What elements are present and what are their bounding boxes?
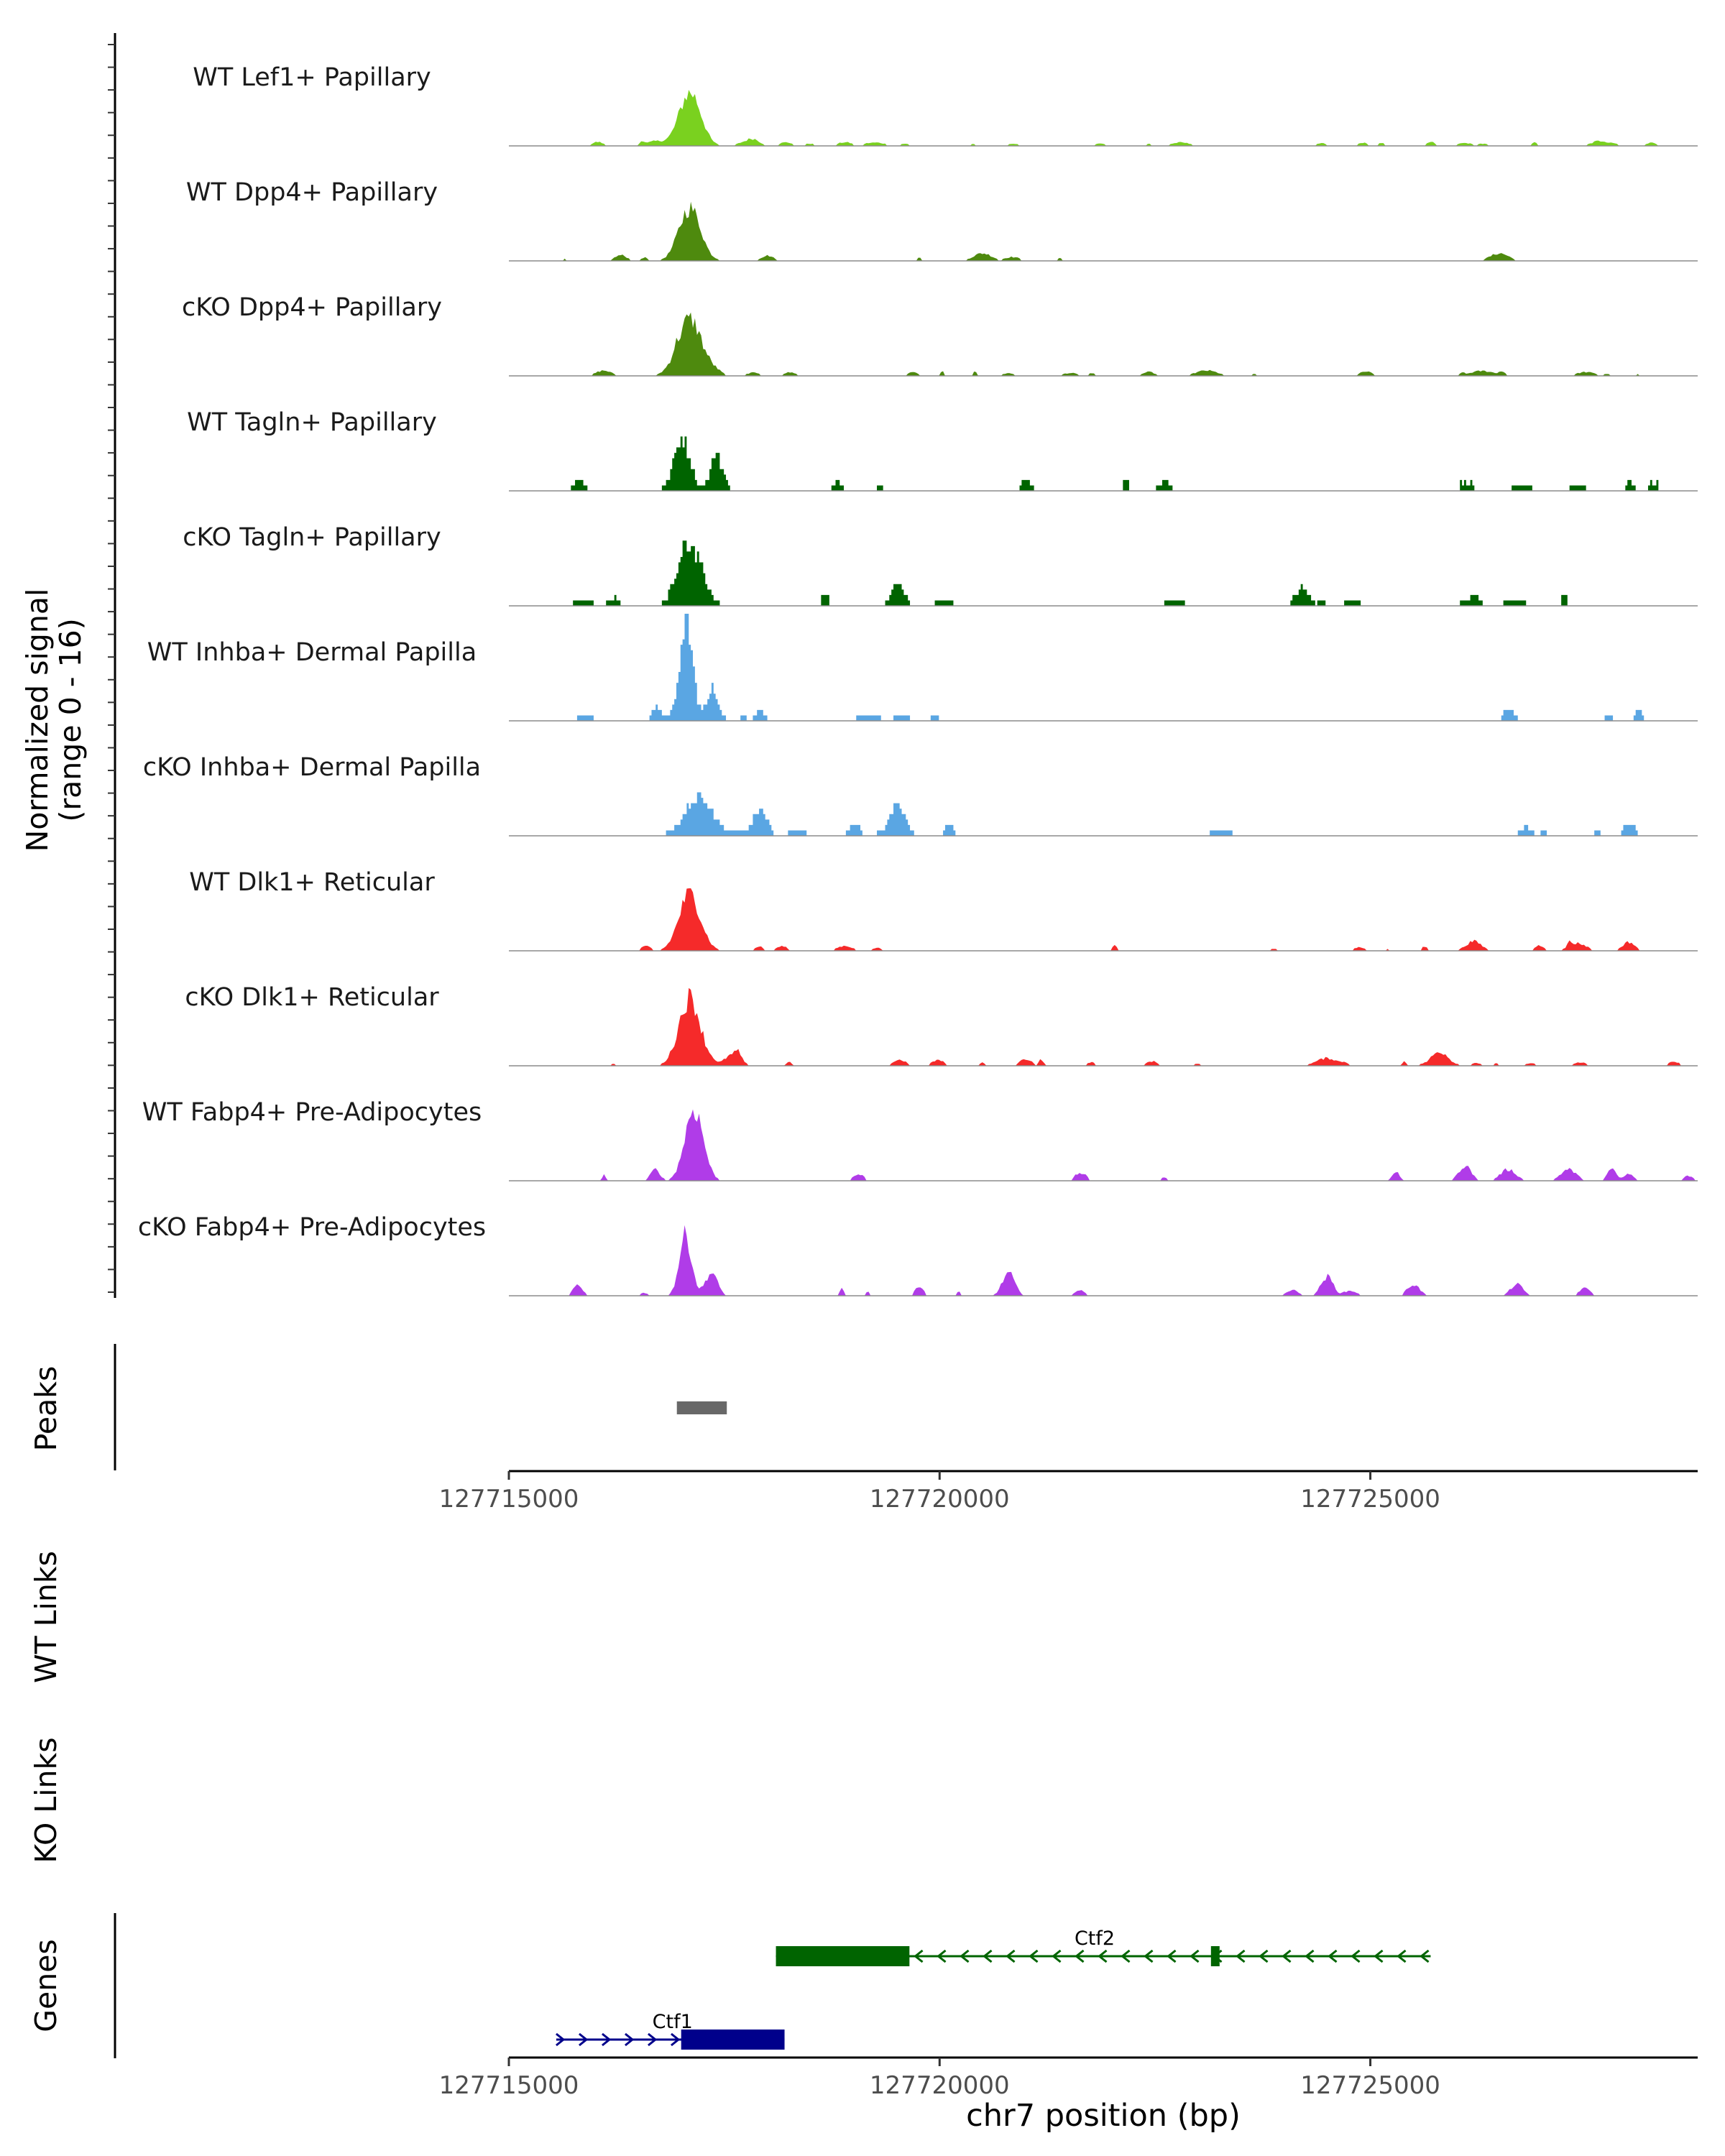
track-label: WT Fabp4+ Pre-Adipocytes bbox=[142, 1098, 482, 1127]
strand-chevron bbox=[983, 1949, 993, 1963]
gene-label: Ctf1 bbox=[653, 2011, 693, 2033]
coverage-area bbox=[509, 312, 1698, 376]
wt-links-label: WT Links bbox=[29, 1551, 63, 1683]
gene-label: Ctf2 bbox=[1075, 1927, 1115, 1950]
coverage-area bbox=[509, 436, 1698, 491]
track-label: WT Tagln+ Papillary bbox=[187, 408, 437, 437]
coverage-area bbox=[509, 792, 1698, 836]
strand-chevron bbox=[1190, 1949, 1200, 1963]
x-axis-bottom: 127715000 127720000 127725000 bbox=[439, 2056, 1698, 2100]
strand-chevron bbox=[1121, 1949, 1131, 1963]
ko-links-label: KO Links bbox=[29, 1737, 63, 1863]
coverage-ylabel: Normalized signal (range 0 - 16) bbox=[20, 589, 88, 852]
strand-chevron bbox=[1098, 1949, 1108, 1963]
strand-chevron bbox=[578, 2032, 589, 2047]
strand-chevron bbox=[647, 2032, 658, 2047]
track-label: cKO Fabp4+ Pre-Adipocytes bbox=[138, 1213, 486, 1242]
x-axis-top: 127715000 127720000 127725000 bbox=[439, 1470, 1698, 1514]
coverage-area bbox=[509, 1109, 1698, 1181]
track-label: cKO Inhba+ Dermal Papilla bbox=[143, 753, 481, 782]
track-label: cKO Dlk1+ Reticular bbox=[185, 983, 439, 1012]
track-label: WT Dpp4+ Papillary bbox=[186, 178, 438, 207]
strand-chevron bbox=[1029, 1949, 1039, 1963]
track-label: cKO Tagln+ Papillary bbox=[183, 523, 441, 552]
coverage-area bbox=[509, 540, 1698, 606]
strand-chevron bbox=[1167, 1949, 1177, 1963]
x-tick-label: 127725000 bbox=[1300, 2071, 1440, 2100]
strand-chevron bbox=[914, 1949, 924, 1963]
x-tick-label: 127715000 bbox=[439, 2071, 579, 2100]
x-axis-title: chr7 position (bp) bbox=[966, 2098, 1241, 2134]
coverage-area bbox=[509, 201, 1698, 261]
links-panels: WT Links KO Links bbox=[29, 1551, 63, 1864]
strand-chevron bbox=[670, 2032, 681, 2047]
strand-chevron bbox=[1420, 1949, 1430, 1963]
strand-chevron bbox=[601, 2032, 612, 2047]
track-label: cKO Dpp4+ Papillary bbox=[182, 293, 442, 322]
coverage-tracks: WT Lef1+ Papillary WT Dpp4+ Papillary cKO … bbox=[108, 33, 1698, 1298]
genes-panel: Genes Ctf2 Ctf1 bbox=[29, 1913, 1431, 2058]
x-tick-label: 127720000 bbox=[870, 2071, 1010, 2100]
x-tick-label: 127715000 bbox=[439, 1485, 579, 1514]
strand-chevron bbox=[1259, 1949, 1269, 1963]
track-label: WT Inhba+ Dermal Papilla bbox=[147, 638, 477, 667]
strand-chevron bbox=[1052, 1949, 1062, 1963]
x-tick-label: 127720000 bbox=[870, 1485, 1010, 1514]
strand-chevron bbox=[1328, 1949, 1338, 1963]
strand-chevron bbox=[624, 2032, 635, 2047]
gene-exon bbox=[681, 2030, 785, 2050]
track-label: WT Dlk1+ Reticular bbox=[189, 868, 435, 897]
peak-region bbox=[676, 1401, 727, 1414]
strand-chevron bbox=[1075, 1949, 1085, 1963]
ylabel-line2: (range 0 - 16) bbox=[53, 618, 88, 821]
strand-chevron bbox=[1006, 1949, 1016, 1963]
strand-chevron bbox=[960, 1949, 970, 1963]
strand-chevron bbox=[1397, 1949, 1407, 1963]
coverage-area bbox=[509, 614, 1698, 721]
coverage-area bbox=[509, 888, 1698, 951]
peaks-panel: Peaks bbox=[29, 1344, 727, 1470]
ylabel-line1: Normalized signal bbox=[20, 589, 55, 852]
track-label: WT Lef1+ Papillary bbox=[193, 63, 431, 92]
strand-chevron bbox=[937, 1949, 947, 1963]
strand-chevron bbox=[1351, 1949, 1361, 1963]
strand-chevron bbox=[1282, 1949, 1292, 1963]
x-tick-label: 127725000 bbox=[1300, 1485, 1440, 1514]
coverage-area bbox=[509, 1225, 1698, 1296]
genes-label: Genes bbox=[29, 1939, 63, 2032]
coverage-area bbox=[509, 987, 1698, 1066]
gene-exon bbox=[776, 1946, 910, 1966]
strand-chevron bbox=[1374, 1949, 1384, 1963]
strand-chevron bbox=[1144, 1949, 1154, 1963]
strand-chevron bbox=[1236, 1949, 1246, 1963]
strand-chevron bbox=[1305, 1949, 1315, 1963]
strand-chevron bbox=[555, 2032, 566, 2047]
gene-exon bbox=[1210, 1946, 1220, 1966]
peaks-label: Peaks bbox=[29, 1366, 63, 1452]
coverage-area bbox=[509, 89, 1698, 146]
